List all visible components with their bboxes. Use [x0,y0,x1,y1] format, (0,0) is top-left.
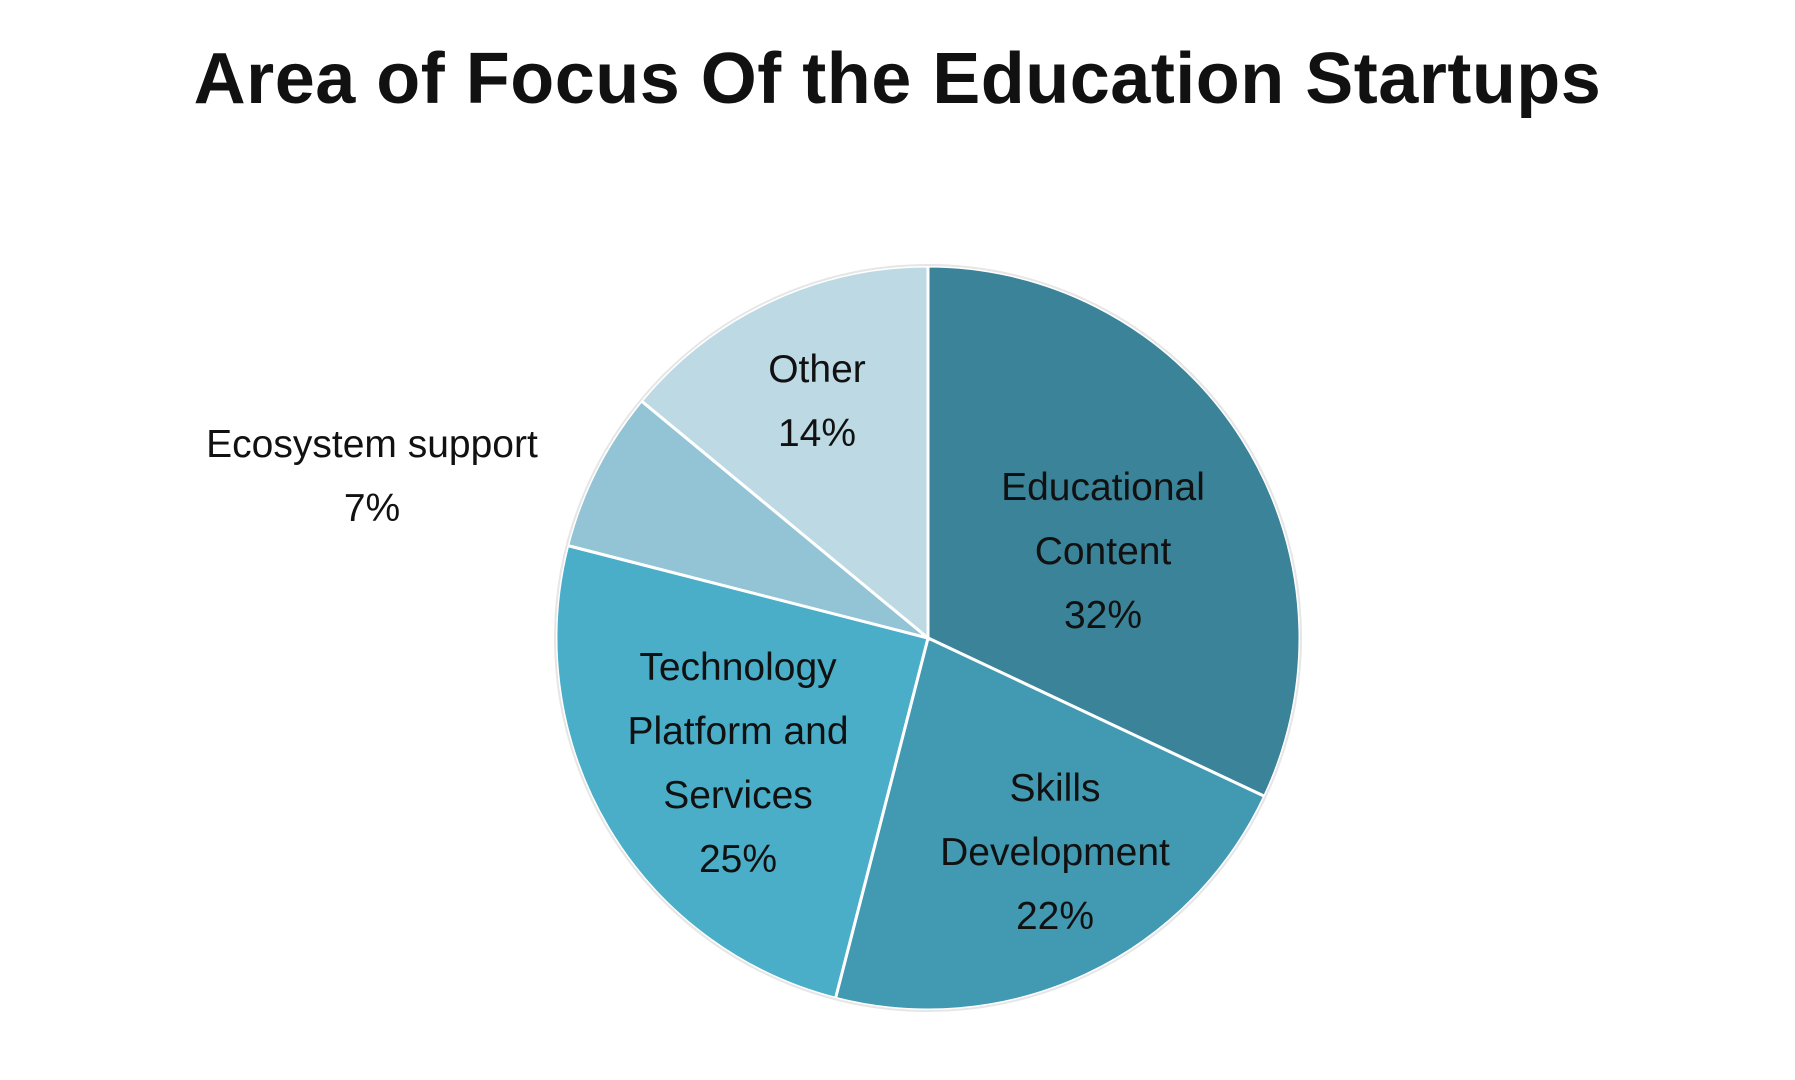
value-label: 25% [698,838,778,881]
slice-label: Other 14% [737,338,897,466]
pie-slice [639,264,930,642]
value-label: 14% [777,412,857,455]
slice-label: Ecosystem support 7% [152,413,592,541]
slice-label: Technology Platform and Services 25% [588,636,888,892]
value-label: 22% [1015,895,1095,938]
value-label: 7% [343,487,401,530]
slice-label: Skills Development 22% [900,757,1210,949]
pie-slice [833,635,1267,1012]
chart-title: Area of Focus Of the Education Startups [193,39,1602,119]
category-label: Skills Development [940,767,1170,874]
category-label: Other [768,348,866,391]
value-label: 32% [1063,594,1143,637]
pie-slice [565,398,929,640]
category-label: Educational Content [1001,466,1205,573]
pie-slice [554,543,930,1001]
pie-slice [926,264,1302,799]
slice-label: Educational Content 32% [963,456,1243,648]
category-label: Technology Platform and Services [627,646,849,817]
category-label: Ecosystem support [206,423,538,466]
pie-outline [554,264,1302,1012]
